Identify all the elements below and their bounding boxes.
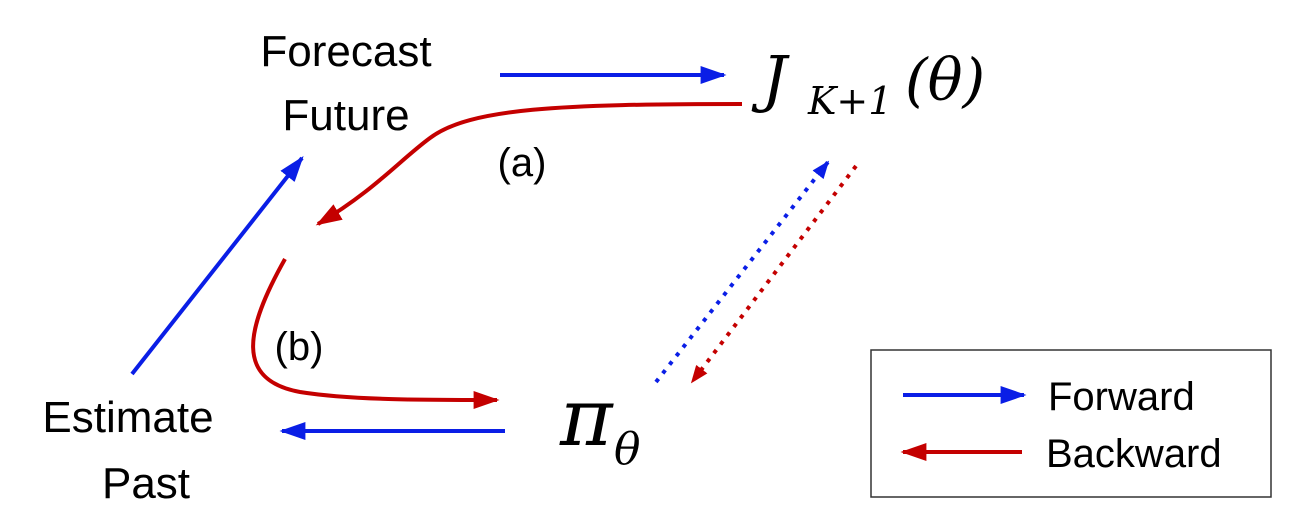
future-label: Future [282,91,409,140]
objective-base: J [751,42,790,115]
backward-dotted-arrow-objective-to-policy [690,164,858,384]
forecast-future-node: Forecast Future [260,27,431,140]
legend-forward-label: Forward [1048,375,1195,419]
annotation-b: (b) [275,325,324,369]
legend: Forward Backward [870,349,1272,498]
policy-base: π [559,371,614,464]
backward-arrow-b [251,258,500,409]
backward-arrow-a [315,102,743,226]
annotation-a: (a) [498,141,547,185]
forward-dotted-arrow-policy-to-objective [654,160,830,384]
past-label: Past [102,459,190,508]
legend-backward-label: Backward [1046,432,1222,476]
objective-argument: (θ) [905,46,985,114]
estimate-past-node: Estimate Past [42,393,213,508]
policy-subscript: θ [614,424,641,475]
legend-box [870,349,1272,498]
policy-node: π θ [559,371,641,475]
objective-subscript: K+1 [807,79,892,123]
forecast-label: Forecast [260,27,431,76]
objective-node: J K+1 (θ) [751,42,985,123]
forward-arrow-estimate-to-forecast [130,155,304,376]
estimate-label: Estimate [42,393,213,442]
